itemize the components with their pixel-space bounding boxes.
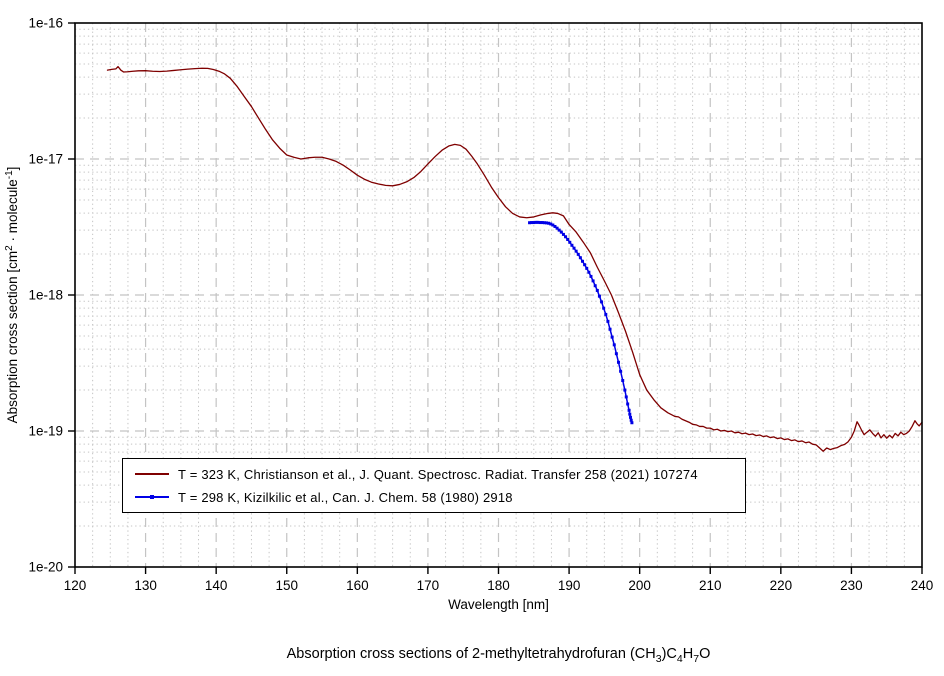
svg-text:1e-19: 1e-19 [28, 424, 63, 439]
svg-text:1e-18: 1e-18 [28, 288, 63, 303]
axis-ticks [68, 22, 923, 574]
legend: T = 323 K, Christianson et al., J. Quant… [122, 458, 746, 513]
svg-text:180: 180 [487, 578, 510, 593]
y-axis-title: Absorption cross section [cm2 · molecule… [4, 167, 20, 424]
svg-text:1e-17: 1e-17 [28, 152, 63, 167]
x-tick-labels: 120 130 140 150 160 170 180 190 200 210 220 230 240 [64, 578, 934, 593]
figure-caption: Absorption cross sections of 2-methyltet… [286, 646, 711, 665]
svg-text:170: 170 [417, 578, 440, 593]
svg-text:200: 200 [628, 578, 651, 593]
svg-text:130: 130 [134, 578, 157, 593]
svg-text:150: 150 [275, 578, 298, 593]
legend-line-sample-blue [135, 495, 169, 499]
legend-line-sample-red [135, 473, 169, 475]
svg-text:1e-20: 1e-20 [28, 560, 63, 575]
legend-label-christianson: T = 323 K, Christianson et al., J. Quant… [178, 466, 698, 482]
svg-text:1e-16: 1e-16 [28, 16, 63, 31]
svg-text:230: 230 [840, 578, 863, 593]
svg-text:140: 140 [205, 578, 228, 593]
legend-item-kizilkilic: T = 298 K, Kizilkilic et al., Can. J. Ch… [123, 486, 745, 509]
x-axis-title: Wavelength [nm] [448, 597, 549, 612]
series-kizilkilic [528, 220, 634, 425]
svg-text:220: 220 [770, 578, 793, 593]
legend-item-christianson: T = 323 K, Christianson et al., J. Quant… [123, 463, 745, 486]
svg-text:210: 210 [699, 578, 722, 593]
legend-label-kizilkilic: T = 298 K, Kizilkilic et al., Can. J. Ch… [178, 489, 513, 505]
svg-text:120: 120 [64, 578, 87, 593]
svg-text:240: 240 [911, 578, 934, 593]
svg-text:160: 160 [346, 578, 369, 593]
y-tick-labels: 1e-16 1e-17 1e-18 1e-19 1e-20 [28, 16, 63, 575]
series-christianson [106, 65, 923, 452]
svg-text:190: 190 [558, 578, 581, 593]
